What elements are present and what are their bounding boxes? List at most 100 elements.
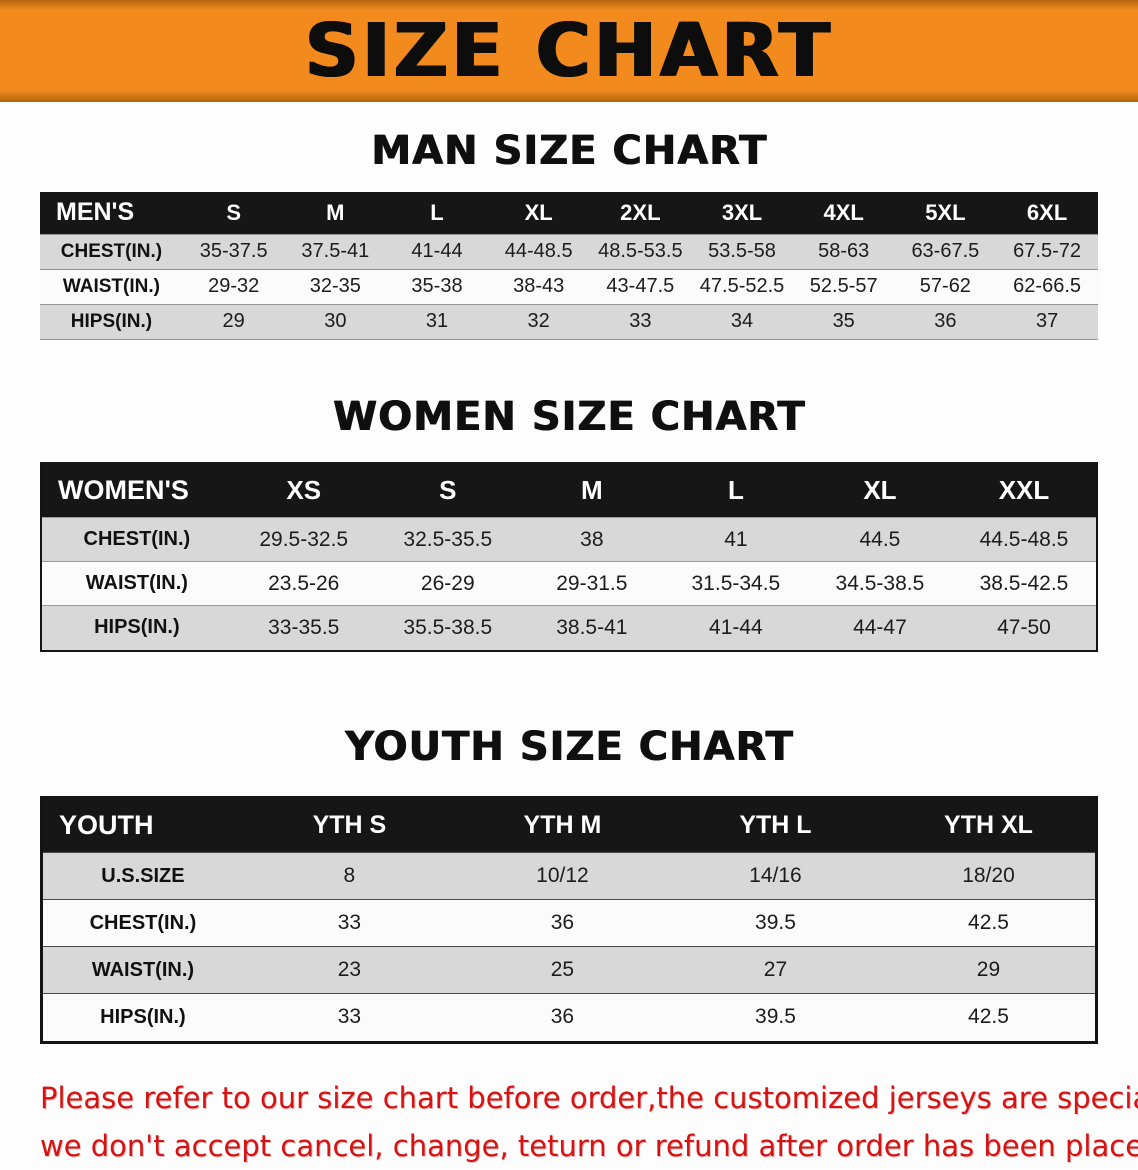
men-size-chart-section: MAN SIZE CHART MEN'S S M L XL 2XL 3XL 4XL 5XL 6XL… xyxy=(0,128,1138,340)
youth-size-table: YOUTH YTH S YTH M YTH L YTH XL U.S.SIZE 8 10/12… xyxy=(43,798,1095,1041)
women-size-header-m: M xyxy=(519,463,664,518)
women-hips-in-m: 38.5-41 xyxy=(519,605,664,650)
women-chest-in-s: 32.5-35.5 xyxy=(375,517,520,562)
youth-waist-in-yth-m: 25 xyxy=(455,946,669,994)
youth-row-waist-in: WAIST(IN.) 23 25 27 29 xyxy=(43,946,1095,994)
youth-size-header-yth-l: YTH L xyxy=(668,798,882,853)
youth-waist-in-yth-l: 27 xyxy=(668,946,882,994)
women-waist-in-xl: 34.5-38.5 xyxy=(807,561,952,606)
men-size-header-2xl: 2XL xyxy=(589,192,692,234)
men-size-header-l: L xyxy=(386,192,488,234)
youth-hips-in-yth-xl: 42.5 xyxy=(881,993,1095,1041)
women-table-wrap: WOMEN'S XS S M L XL XXL CHEST(IN.) 29.5-32.5 32.5… xyxy=(40,461,1098,652)
youth-size-chart-section: YOUTH SIZE CHART YOUTH YTH S YTH M YTH L YTH… xyxy=(0,724,1138,1044)
women-size-header-xs: XS xyxy=(231,463,376,518)
men-hips-in-s: 29 xyxy=(182,303,285,340)
men-hips-in-4xl: 35 xyxy=(792,303,895,340)
women-chest-in-xl: 44.5 xyxy=(807,517,952,562)
men-header-label: MEN'S xyxy=(40,192,183,234)
women-waist-in-m: 29-31.5 xyxy=(519,561,664,606)
men-waist-in-4xl: 52.5-57 xyxy=(792,268,895,305)
youth-u-s-size-yth-s: 8 xyxy=(242,852,456,900)
men-row-chest-in: CHEST(IN.) 35-37.5 37.5-41 41-44 44-48.5 48.5… xyxy=(40,233,1098,270)
disclaimer-line-1: Please refer to our size chart before or… xyxy=(40,1080,1138,1115)
men-hips-in-m: 30 xyxy=(284,303,387,340)
men-chest-in-s: 35-37.5 xyxy=(182,233,285,270)
men-hips-in-6xl: 37 xyxy=(996,303,1098,340)
women-hips-in-l: 41-44 xyxy=(663,605,808,650)
youth-row-hips-in: HIPS(IN.) 33 36 39.5 42.5 xyxy=(43,993,1095,1041)
men-waist-in-6xl: 62-66.5 xyxy=(996,268,1098,305)
women-waist-in-s: 26-29 xyxy=(375,561,520,606)
men-size-header-s: S xyxy=(182,192,285,234)
women-size-header-xxl: XXL xyxy=(951,463,1096,518)
youth-chest-in-yth-l: 39.5 xyxy=(668,899,882,947)
men-chest-in-m: 37.5-41 xyxy=(284,233,387,270)
women-hips-in-xl: 44-47 xyxy=(807,605,952,650)
row-label: CHEST(IN.) xyxy=(42,517,232,562)
women-size-chart-section: WOMEN SIZE CHART WOMEN'S XS S M L XL XXL CHEST(… xyxy=(0,394,1138,652)
youth-size-header-yth-m: YTH M xyxy=(455,798,669,853)
women-header-row: WOMEN'S XS S M L XL XXL xyxy=(42,463,1096,518)
youth-u-s-size-yth-l: 14/16 xyxy=(668,852,882,900)
row-label: HIPS(IN.) xyxy=(40,303,183,340)
women-row-waist-in: WAIST(IN.) 23.5-26 26-29 29-31.5 31.5-34.5 34… xyxy=(42,561,1096,606)
women-chest-in-m: 38 xyxy=(519,517,664,562)
men-chest-in-4xl: 58-63 xyxy=(792,233,895,270)
men-table-wrap: MEN'S S M L XL 2XL 3XL 4XL 5XL 6XL CHEST(IN.) 35-37… xyxy=(40,192,1098,340)
youth-size-header-yth-s: YTH S xyxy=(242,798,456,853)
row-label: CHEST(IN.) xyxy=(40,233,183,270)
men-header-row: MEN'S S M L XL 2XL 3XL 4XL 5XL 6XL xyxy=(40,192,1098,234)
women-size-table: WOMEN'S XS S M L XL XXL CHEST(IN.) 29.5-32.5 32.5… xyxy=(42,463,1096,650)
men-size-table: MEN'S S M L XL 2XL 3XL 4XL 5XL 6XL CHEST(IN.) 35-37… xyxy=(40,192,1098,340)
men-chest-in-5xl: 63-67.5 xyxy=(894,233,997,270)
order-disclaimer: Please refer to our size chart before or… xyxy=(40,1074,1138,1170)
youth-size-header-yth-xl: YTH XL xyxy=(881,798,1095,853)
women-chest-in-xs: 29.5-32.5 xyxy=(231,517,376,562)
men-section-heading: MAN SIZE CHART xyxy=(370,128,768,174)
row-label: HIPS(IN.) xyxy=(43,993,243,1041)
women-header-label: WOMEN'S xyxy=(42,463,232,518)
youth-chest-in-yth-xl: 42.5 xyxy=(881,899,1095,947)
men-waist-in-3xl: 47.5-52.5 xyxy=(691,268,793,305)
youth-section-heading: YOUTH SIZE CHART xyxy=(344,723,794,770)
men-waist-in-xl: 38-43 xyxy=(487,268,590,305)
women-hips-in-xxl: 47-50 xyxy=(951,605,1096,650)
women-chest-in-l: 41 xyxy=(663,517,808,562)
youth-row-chest-in: CHEST(IN.) 33 36 39.5 42.5 xyxy=(43,899,1095,947)
men-waist-in-m: 32-35 xyxy=(284,268,387,305)
men-chest-in-2xl: 48.5-53.5 xyxy=(589,233,692,270)
row-label: U.S.SIZE xyxy=(43,852,243,900)
men-hips-in-xl: 32 xyxy=(487,303,590,340)
youth-row-u-s-size: U.S.SIZE 8 10/12 14/16 18/20 xyxy=(43,852,1095,900)
men-size-header-xl: XL xyxy=(487,192,590,234)
men-size-header-6xl: 6XL xyxy=(996,192,1098,234)
row-label: WAIST(IN.) xyxy=(40,268,183,305)
men-chest-in-xl: 44-48.5 xyxy=(487,233,590,270)
men-chest-in-6xl: 67.5-72 xyxy=(996,233,1098,270)
youth-hips-in-yth-s: 33 xyxy=(242,993,456,1041)
youth-table-wrap: YOUTH YTH S YTH M YTH L YTH XL U.S.SIZE 8 10/12… xyxy=(40,795,1098,1044)
men-waist-in-2xl: 43-47.5 xyxy=(589,268,692,305)
men-size-header-m: M xyxy=(284,192,387,234)
youth-chest-in-yth-m: 36 xyxy=(455,899,669,947)
row-label: WAIST(IN.) xyxy=(43,946,243,994)
size-chart-banner: SIZE CHART xyxy=(0,0,1138,102)
women-hips-in-xs: 33-35.5 xyxy=(231,605,376,650)
youth-u-s-size-yth-m: 10/12 xyxy=(455,852,669,900)
youth-chest-in-yth-s: 33 xyxy=(242,899,456,947)
women-size-header-xl: XL xyxy=(807,463,952,518)
youth-waist-in-yth-xl: 29 xyxy=(881,946,1095,994)
men-size-header-4xl: 4XL xyxy=(792,192,895,234)
banner-title: SIZE CHART xyxy=(304,8,834,94)
disclaimer-line-2: we don't accept cancel, change, teturn o… xyxy=(40,1128,1138,1163)
men-chest-in-3xl: 53.5-58 xyxy=(691,233,793,270)
youth-header-label: YOUTH xyxy=(43,798,243,853)
row-label: HIPS(IN.) xyxy=(42,605,232,650)
women-hips-in-s: 35.5-38.5 xyxy=(375,605,520,650)
women-row-hips-in: HIPS(IN.) 33-35.5 35.5-38.5 38.5-41 41-44 44-… xyxy=(42,605,1096,650)
row-label: WAIST(IN.) xyxy=(42,561,232,606)
youth-hips-in-yth-l: 39.5 xyxy=(668,993,882,1041)
men-waist-in-l: 35-38 xyxy=(386,268,488,305)
